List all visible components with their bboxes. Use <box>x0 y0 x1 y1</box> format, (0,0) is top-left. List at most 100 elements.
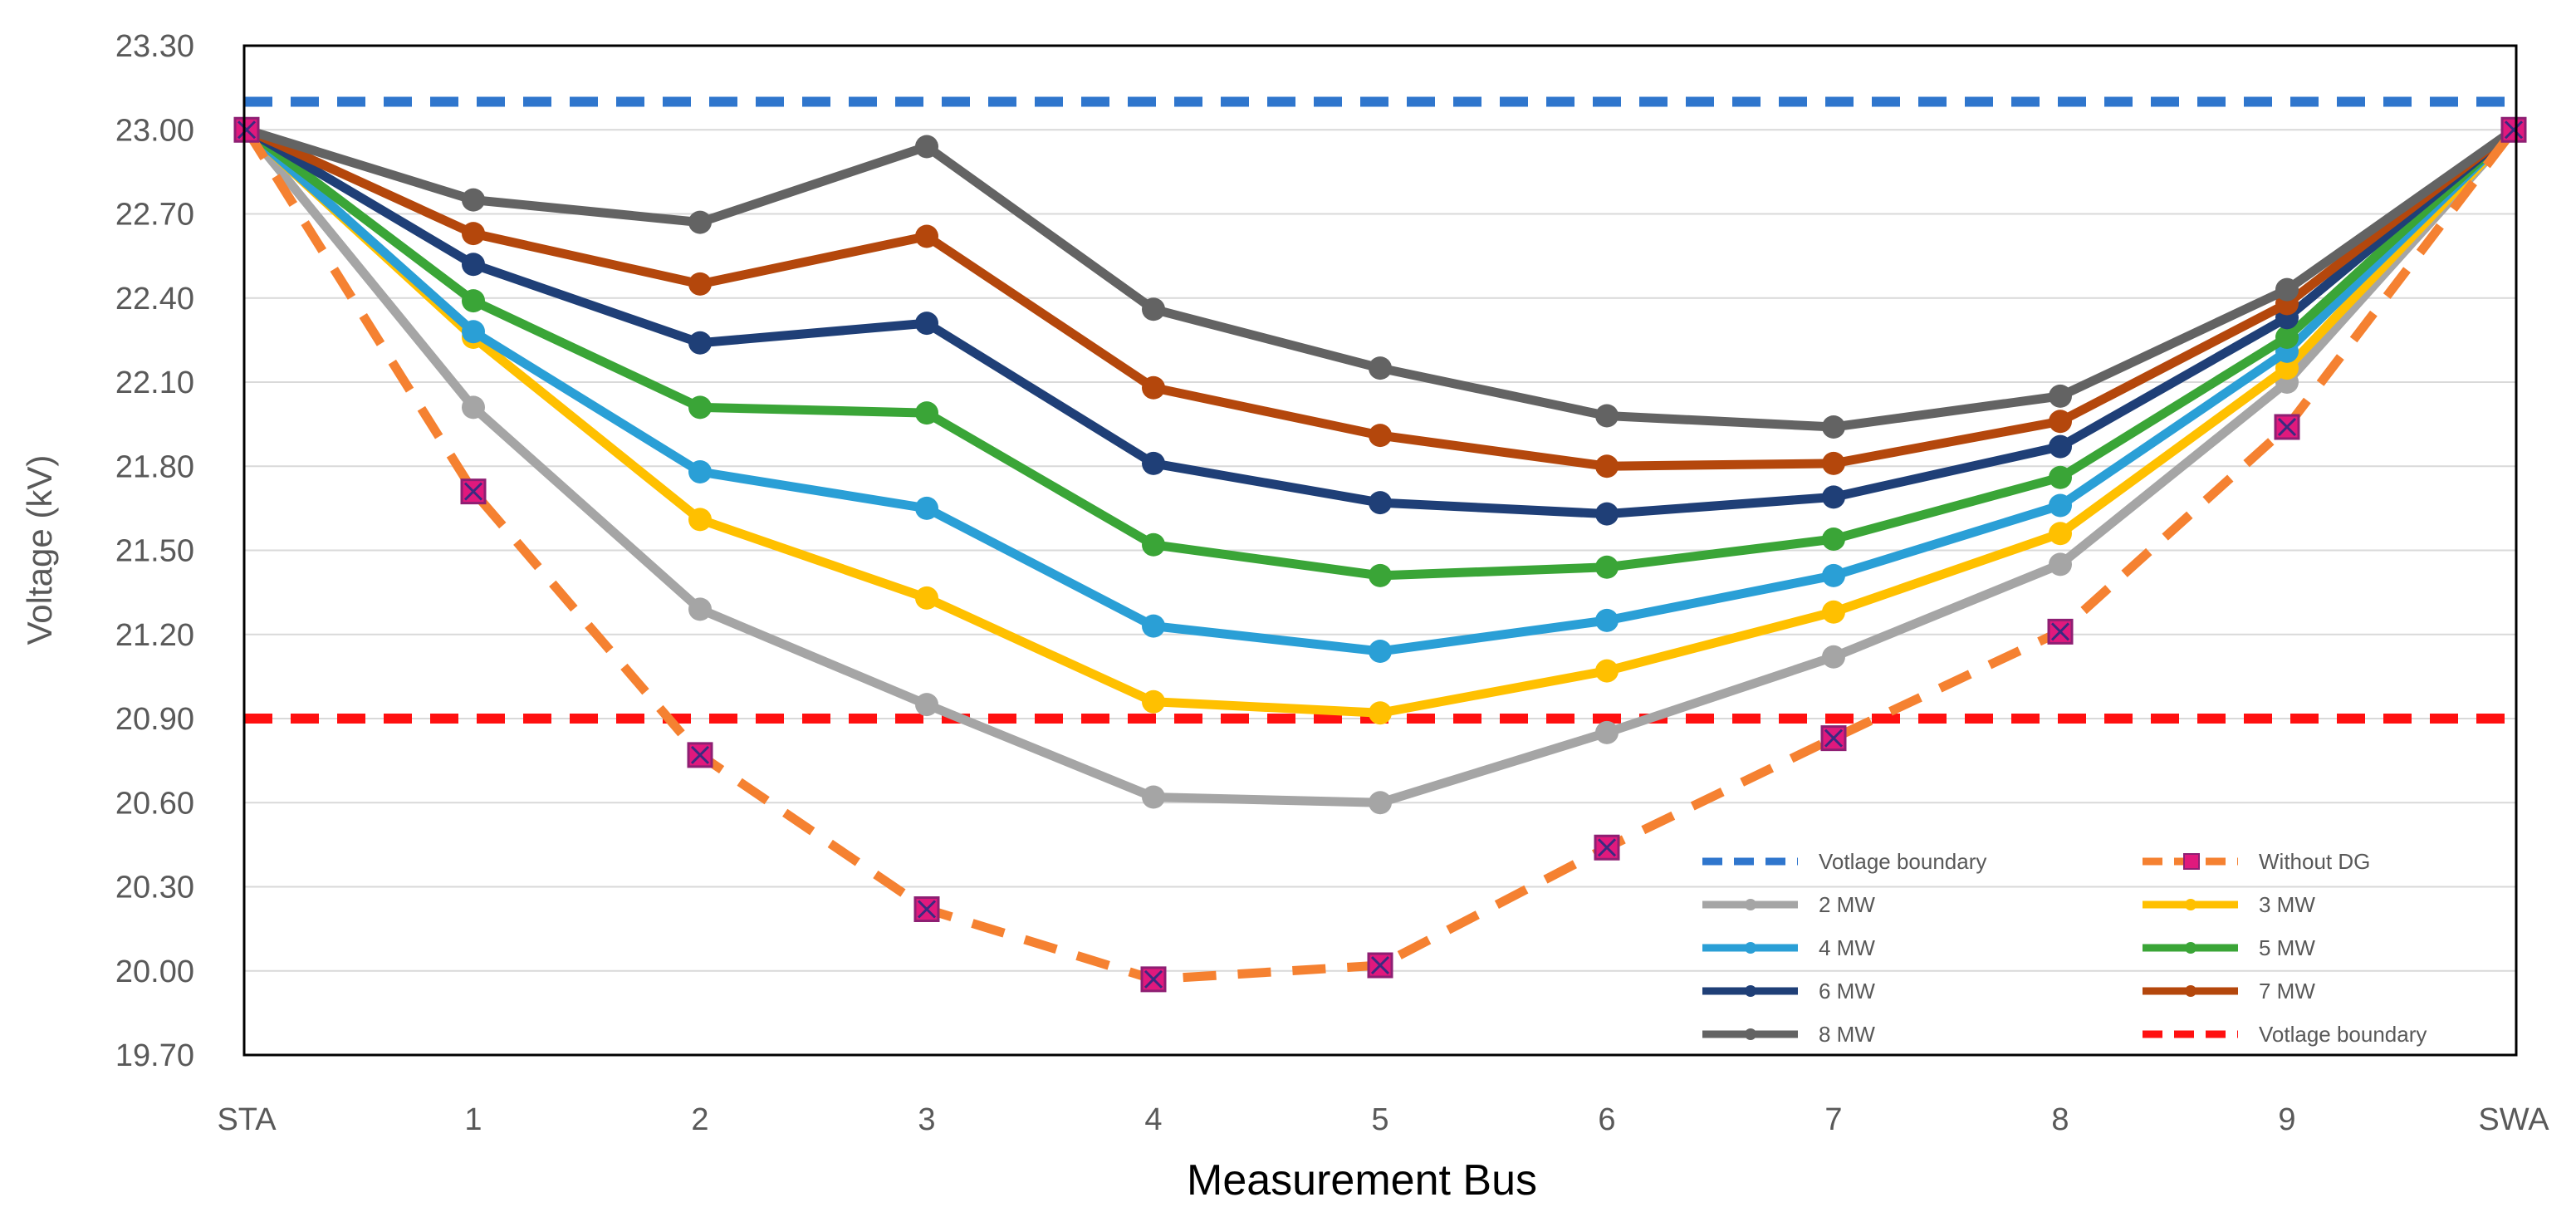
series-point-cross <box>2504 120 2524 140</box>
y-tick-labels: 19.70 20.00 20.30 20.60 20.90 21.20 21.50 21.80… <box>115 29 194 1073</box>
series-point <box>1822 563 1845 587</box>
series-point-cross <box>1370 955 1390 975</box>
legend-label: 2 MW <box>1819 892 1875 917</box>
legend-item: 7 MW <box>2143 979 2315 1003</box>
series-point-cross <box>1597 838 1617 857</box>
series-without-dg <box>233 116 2527 993</box>
series-line <box>243 126 2517 718</box>
legend-marker <box>2185 899 2196 910</box>
y-tick-label: 22.40 <box>115 282 194 316</box>
x-tick-label: STA <box>217 1102 277 1137</box>
series-point <box>2049 552 2072 577</box>
series-point <box>688 508 712 532</box>
series-point-cross <box>690 745 710 764</box>
series-point <box>688 460 712 483</box>
y-tick-label: 20.60 <box>115 786 194 821</box>
series-point <box>462 253 485 277</box>
legend-label: Votlage boundary <box>2259 1022 2427 1047</box>
legend-item: Votlage boundary <box>2143 1022 2427 1047</box>
series-point <box>1595 454 1619 478</box>
y-tick-label: 21.50 <box>115 534 194 569</box>
series-point <box>1369 791 1392 815</box>
series-point <box>688 331 712 355</box>
series-point-cross <box>1144 969 1163 989</box>
series-point <box>915 135 938 159</box>
series-point <box>1595 502 1619 526</box>
legend-item: 4 MW <box>1702 935 1875 960</box>
series-point <box>915 224 938 248</box>
series-point <box>2275 277 2299 302</box>
legend-label: 4 MW <box>1819 935 1875 960</box>
series-point <box>1369 563 1392 587</box>
series-point-cross <box>2050 622 2070 641</box>
x-tick-label: 1 <box>464 1102 482 1137</box>
series-point <box>915 693 938 717</box>
y-tick-label: 23.00 <box>115 113 194 148</box>
legend-item: 8 MW <box>1702 1022 1875 1047</box>
series-point <box>1369 640 1392 663</box>
series-point <box>2049 434 2072 459</box>
legend: Votlage boundary Without DG 2 MW 3 MW 4 MW 5 … <box>1702 849 2427 1047</box>
series-point <box>915 401 938 425</box>
x-tick-label: 6 <box>1598 1102 1615 1137</box>
legend-label: 8 MW <box>1819 1022 1875 1047</box>
series-point <box>462 222 485 246</box>
y-tick-label: 19.70 <box>115 1038 194 1073</box>
x-tick-label: 4 <box>1144 1102 1162 1137</box>
legend-marker <box>2185 985 2196 997</box>
legend-label: Without DG <box>2259 849 2370 874</box>
x-tick-label: 8 <box>2051 1102 2069 1137</box>
legend-marker <box>2185 942 2196 954</box>
series-2-mw <box>235 118 2525 815</box>
series-point <box>2049 410 2072 434</box>
series-point <box>1822 485 1845 509</box>
series-point <box>462 188 485 212</box>
series-point <box>1142 614 1165 638</box>
series-point <box>1142 297 1165 321</box>
series-point <box>1142 785 1165 809</box>
x-tick-label: 3 <box>918 1102 935 1137</box>
legend-label: Votlage boundary <box>1819 849 1986 874</box>
x-axis-title: Measurement Bus <box>1187 1156 1537 1205</box>
series-point <box>1822 527 1845 551</box>
series-point <box>1369 424 1392 448</box>
y-tick-label: 22.70 <box>115 198 194 233</box>
plot-area-border <box>242 44 2518 1057</box>
legend-label: 5 MW <box>2259 935 2315 960</box>
series-point <box>2049 465 2072 489</box>
series-point <box>1369 701 1392 725</box>
legend-marker <box>1745 1028 1756 1040</box>
series-point <box>462 289 485 313</box>
legend-item: 6 MW <box>1702 979 1875 1003</box>
y-tick-label: 23.30 <box>115 29 194 64</box>
x-tick-label: 7 <box>1824 1102 1842 1137</box>
y-tick-label: 20.30 <box>115 871 194 905</box>
series-3-mw <box>235 118 2525 725</box>
series-4-mw <box>235 118 2525 663</box>
series-point <box>1142 375 1165 400</box>
y-axis-title: Voltage (kV) <box>20 455 59 645</box>
series-point <box>1142 451 1165 475</box>
series-point-cross <box>2277 417 2297 437</box>
series-point <box>2049 493 2072 518</box>
series-point <box>915 496 938 520</box>
series-point <box>462 395 485 420</box>
series-point <box>915 586 938 610</box>
legend-item: 5 MW <box>2143 935 2315 960</box>
legend-item: 3 MW <box>2143 892 2315 917</box>
legend-marker <box>1745 985 1756 997</box>
legend-item: Votlage boundary <box>1702 849 1986 874</box>
series-point <box>915 312 938 336</box>
y-tick-label: 21.80 <box>115 449 194 484</box>
legend-item: 2 MW <box>1702 892 1875 917</box>
legend-marker <box>1745 942 1756 954</box>
x-tick-label: 5 <box>1371 1102 1388 1137</box>
legend-label: 6 MW <box>1819 979 1875 1003</box>
series-point <box>1822 451 1845 475</box>
series-point <box>688 272 712 296</box>
series-point <box>2049 384 2072 408</box>
y-tick-label: 21.20 <box>115 618 194 653</box>
x-tick-labels: STA 1 2 3 4 5 6 7 8 9 SWA <box>217 1102 2549 1137</box>
series-point <box>1822 600 1845 624</box>
